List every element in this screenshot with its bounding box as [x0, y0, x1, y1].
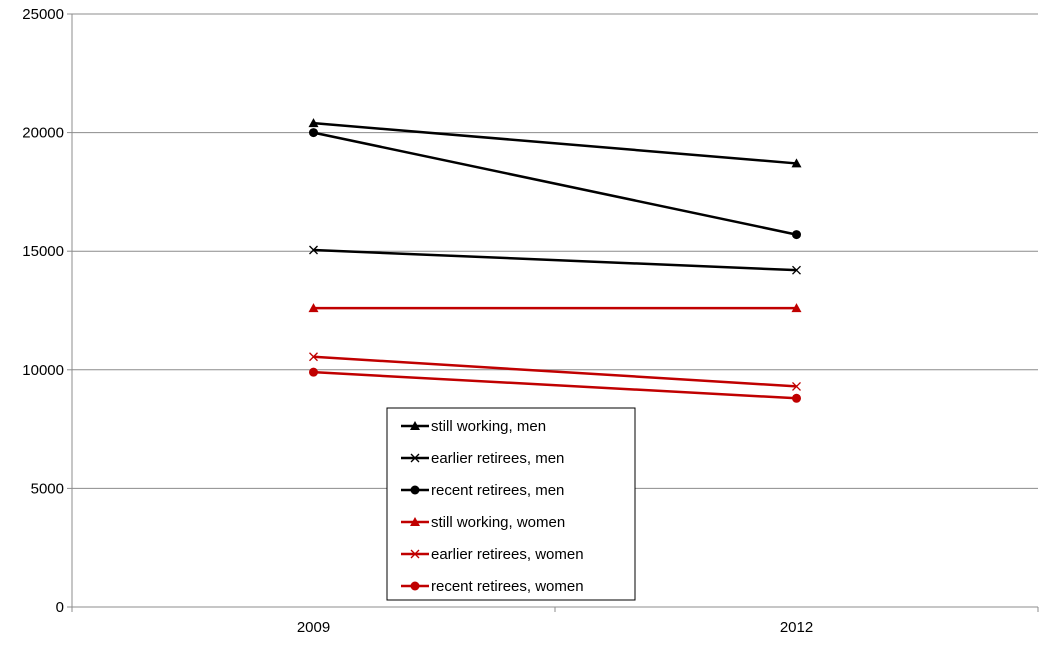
y-tick-label: 20000: [22, 125, 64, 142]
y-tick-label: 5000: [31, 480, 64, 497]
circle-marker: [410, 485, 420, 495]
legend-item: earlier retirees, men: [401, 450, 564, 467]
triangle-marker: [791, 158, 802, 168]
x-marker: [410, 453, 420, 463]
x-marker: [309, 245, 318, 255]
y-tick-label: 0: [56, 599, 64, 616]
legend-label: still working, men: [431, 418, 546, 435]
legend-label: earlier retirees, women: [431, 546, 584, 563]
y-tick-label: 25000: [22, 6, 64, 23]
legend-item: recent retirees, women: [401, 578, 584, 595]
legend-item: still working, women: [401, 514, 565, 531]
legend-item: recent retirees, men: [401, 482, 564, 499]
series-line: [313, 121, 797, 165]
gridlines: [72, 13, 1038, 489]
x-marker: [792, 381, 801, 391]
triangle-marker: [308, 118, 319, 128]
legend: still working, men earlier retirees, men r…: [386, 407, 636, 601]
series-3: [308, 303, 802, 313]
circle-marker: [309, 367, 318, 377]
x-marker-stroke: [410, 453, 420, 463]
x-marker-stroke: [410, 549, 420, 559]
y-tick-label: 15000: [22, 243, 64, 260]
legend-label: recent retirees, women: [431, 578, 584, 595]
y-tick-label: 10000: [22, 362, 64, 379]
triangle-marker: [791, 303, 802, 313]
legend-label: still working, women: [431, 514, 565, 531]
series-4: [309, 352, 801, 391]
x-marker: [309, 352, 318, 362]
series-line: [313, 248, 797, 272]
x-marker-stroke: [792, 381, 801, 391]
circle-marker: [309, 128, 318, 138]
legend-label: recent retirees, men: [431, 482, 564, 499]
x-marker-stroke: [309, 352, 318, 362]
circle-marker: [792, 230, 801, 240]
series-5: [309, 367, 801, 403]
series-line: [313, 131, 797, 236]
circle-marker: [792, 393, 801, 403]
series-line: [313, 355, 797, 388]
triangle-marker: [410, 421, 420, 430]
axes: [67, 13, 1039, 612]
series-1: [309, 245, 801, 275]
legend-item: still working, men: [401, 418, 546, 435]
series-line: [313, 370, 797, 400]
x-tick-label: 2012: [780, 619, 813, 636]
legend-item: earlier retirees, women: [401, 546, 584, 563]
legend-box: [386, 407, 636, 601]
triangle-marker: [410, 517, 420, 526]
x-marker: [410, 549, 420, 559]
series-2: [309, 128, 801, 240]
circle-marker: [410, 581, 420, 591]
x-tick-label: 2009: [297, 619, 330, 636]
series-group: [308, 118, 802, 403]
y-tick-labels: 0 5000 10000 15000 20000 25000: [22, 6, 64, 616]
triangle-marker: [308, 303, 319, 313]
x-marker-stroke: [792, 265, 801, 275]
x-marker-stroke: [309, 245, 318, 255]
x-tick-labels: 2009 2012: [297, 619, 813, 636]
x-marker: [792, 265, 801, 275]
legend-label: earlier retirees, men: [431, 450, 564, 467]
series-0: [308, 118, 802, 168]
